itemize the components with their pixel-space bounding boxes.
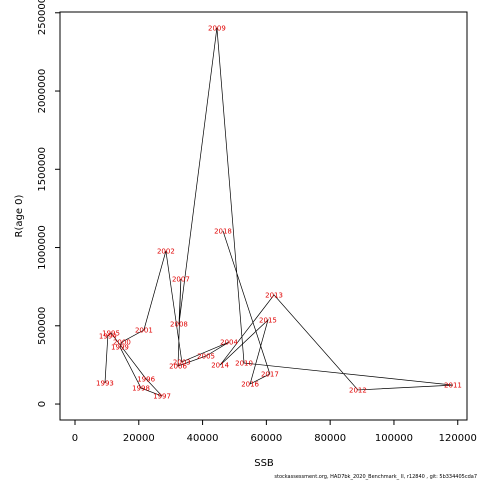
- year-label: 2018: [214, 227, 232, 235]
- year-label: 1996: [137, 375, 155, 383]
- year-label: 2016: [241, 381, 259, 389]
- x-tick-label: 0: [72, 433, 78, 444]
- year-label: 1998: [132, 385, 150, 393]
- year-label: 2007: [172, 275, 190, 283]
- year-label: 2000: [113, 339, 131, 347]
- year-label: 1995: [102, 329, 120, 337]
- x-tick-label: 60000: [250, 433, 282, 444]
- y-tick-label: 500000: [37, 307, 48, 345]
- trajectory-line: [104, 27, 454, 397]
- year-label: 2017: [261, 370, 279, 378]
- year-label: 2005: [197, 352, 215, 360]
- year-label: 2012: [349, 386, 367, 394]
- year-label: 2009: [208, 24, 226, 32]
- year-label: 1993: [96, 380, 114, 388]
- year-label: 2006: [169, 363, 187, 371]
- year-label: 1997: [153, 393, 171, 401]
- x-axis-label: SSB: [254, 458, 274, 469]
- x-tick-label: 40000: [187, 433, 219, 444]
- y-tick-label: 0: [37, 401, 48, 407]
- y-tick-label: 1000000: [37, 225, 48, 270]
- year-label: 1994: [99, 332, 117, 340]
- year-label: 2003: [173, 358, 191, 366]
- year-label: 2013: [265, 291, 283, 299]
- plot-frame: [59, 11, 468, 421]
- y-tick-label: 1500000: [37, 147, 48, 192]
- x-tick-label: 20000: [123, 433, 155, 444]
- x-tick-label: 100000: [375, 433, 413, 444]
- footer: stockassessment.org, HAD7bk_2020_Benchma…: [274, 474, 477, 480]
- year-label: 2008: [170, 320, 188, 328]
- y-tick-label: 2500000: [37, 0, 48, 35]
- y-tick-label: 2000000: [37, 69, 48, 114]
- year-label: 2015: [259, 316, 277, 324]
- year-label: 2001: [135, 327, 153, 335]
- year-label: 2014: [211, 362, 229, 370]
- year-label: 1999: [111, 344, 129, 352]
- x-tick-label: 80000: [314, 433, 346, 444]
- year-label: 2011: [444, 382, 462, 390]
- x-tick-label: 120000: [439, 433, 477, 444]
- year-label: 2010: [235, 360, 253, 368]
- year-label: 2004: [220, 339, 238, 347]
- year-label: 2002: [157, 247, 175, 255]
- y-axis-label: R(age 0): [14, 194, 25, 237]
